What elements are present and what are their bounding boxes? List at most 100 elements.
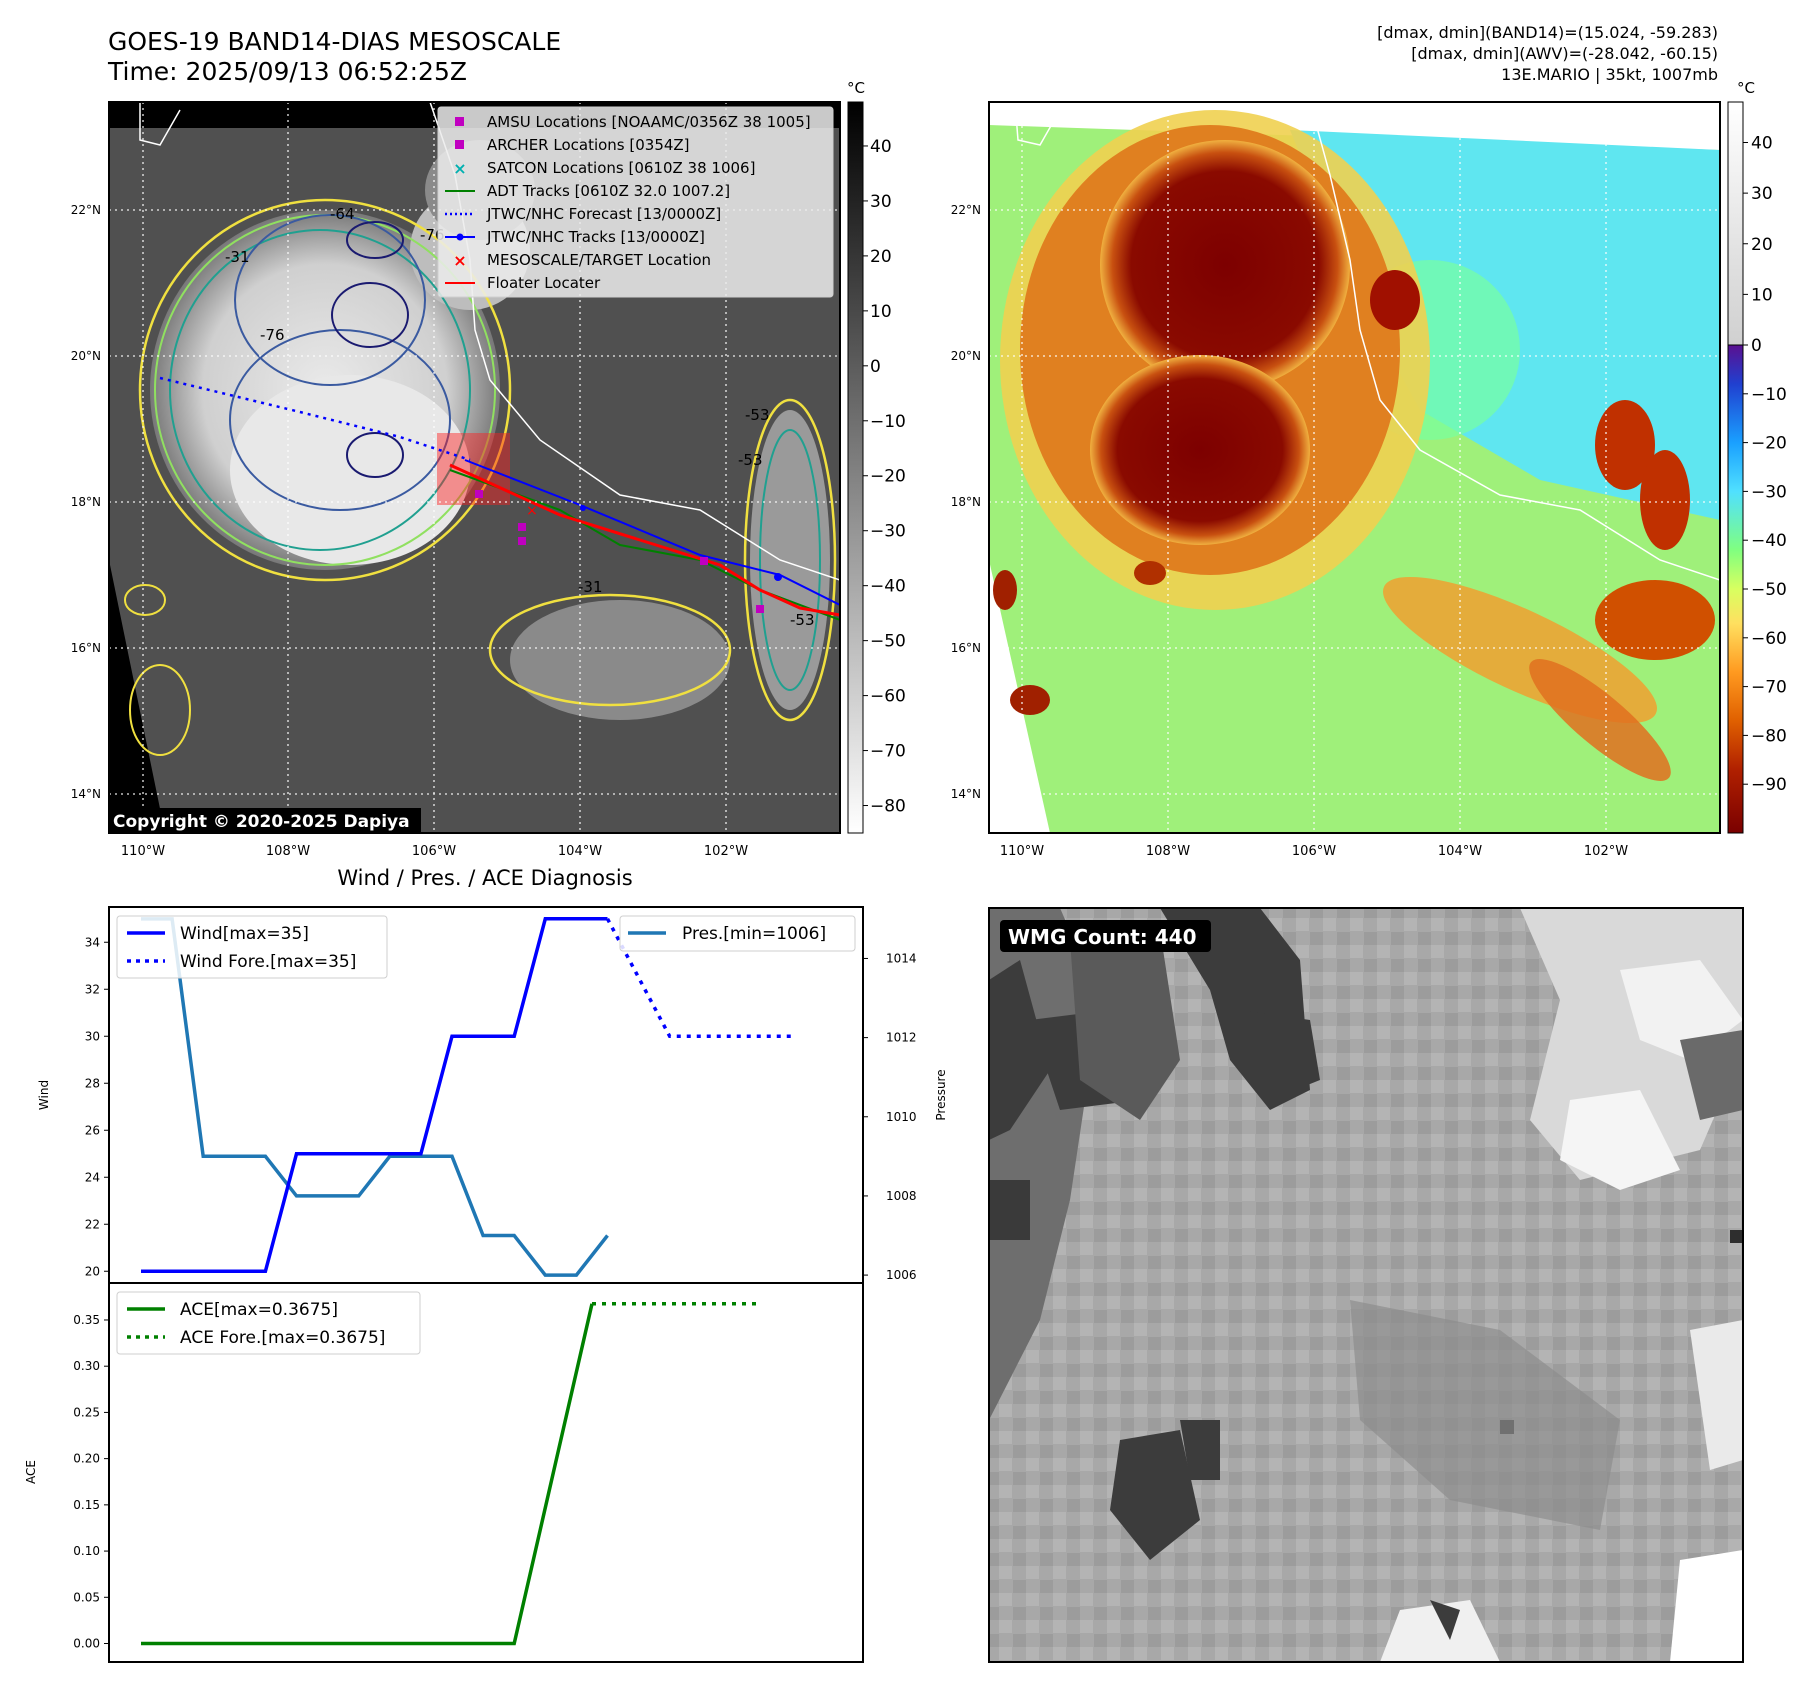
lat-label-right: 18°N — [951, 495, 981, 509]
legend-item: ARCHER Locations [0354Z] — [455, 136, 690, 154]
wind-tick-label: 30 — [85, 1029, 100, 1043]
legend-label: JTWC/NHC Tracks [13/0000Z] — [486, 228, 705, 246]
pressure-legend: Pres.[min=1006] — [619, 915, 856, 952]
lon-label-right: 104°W — [1438, 844, 1482, 859]
pressure-tick-label: 1010 — [886, 1110, 917, 1124]
colorbar-tick-label: −70 — [870, 742, 906, 762]
ace-tick-label: 0.35 — [73, 1313, 100, 1327]
contour-label: -64 — [330, 205, 355, 223]
map-axis-labels: 22°N 22°N 20°N 20°N 18°N 18°N 16°N 16°N 14°N 14°N… — [71, 203, 1628, 859]
legend-item: JTWC/NHC Tracks [13/0000Z] — [445, 228, 705, 246]
left-colorbar-unit: °C — [847, 79, 865, 97]
colorbar-tick-label: 30 — [1751, 184, 1773, 204]
pressure-axis-label: Pressure — [934, 1069, 948, 1120]
legend-item: × SATCON Locations [0610Z 38 1006] — [453, 159, 755, 178]
colorbar-tick-label: −10 — [1751, 385, 1787, 405]
colorbar-tick-label: 10 — [870, 302, 892, 322]
right-awv-map — [988, 101, 1721, 834]
lat-label-right: 20°N — [951, 349, 981, 363]
ace-tick-label: 0.20 — [73, 1452, 100, 1466]
ace-panel: 0.00 0.05 0.10 0.15 0.20 0.25 0.30 0.35 ACE ACE… — [24, 1282, 864, 1663]
right-colorbar-unit: °C — [1737, 79, 1755, 97]
wmg-count-box — [1000, 920, 1211, 952]
legend-label: AMSU Locations [NOAAMC/0356Z 38 1005] — [487, 113, 811, 131]
ace-tick-label: 0.30 — [73, 1359, 100, 1373]
legend-item: × MESOSCALE/TARGET Location — [453, 251, 711, 270]
lon-label-left: 108°W — [266, 844, 310, 859]
legend-label: SATCON Locations [0610Z 38 1006] — [487, 159, 755, 177]
colorbar-tick-label: −80 — [1751, 726, 1787, 746]
legend-label: ARCHER Locations [0354Z] — [487, 136, 690, 154]
ace-tick-label: 0.05 — [73, 1590, 100, 1604]
colorbar-tick-label: 30 — [870, 192, 892, 212]
lat-label-left: 20°N — [71, 349, 101, 363]
wind-forecast-line — [605, 917, 795, 1039]
lon-label-left: 106°W — [412, 844, 456, 859]
colorbar-tick-label: −80 — [870, 797, 906, 817]
colorbar-tick-label: −10 — [870, 412, 906, 432]
wind-tick-label: 20 — [85, 1264, 100, 1278]
colorbar-tick-label: −30 — [870, 522, 906, 542]
wind-series-line — [141, 917, 608, 1274]
lat-label-right: 22°N — [951, 203, 981, 217]
legend-marker-x: × — [453, 159, 466, 178]
legend-ace: ACE[max=0.3675] — [180, 1300, 338, 1320]
wind-tick-label: 26 — [85, 1123, 100, 1137]
ace-tick-label: 0.25 — [73, 1405, 100, 1419]
legend-label: Floater Locater — [487, 274, 601, 292]
lon-label-right: 108°W — [1146, 844, 1190, 859]
lon-label-right: 106°W — [1292, 844, 1336, 859]
lat-label-right: 14°N — [951, 787, 981, 801]
contour-label: -53 — [790, 611, 815, 629]
contour-label: -31 — [225, 248, 250, 266]
lon-label-right: 110°W — [1000, 844, 1044, 859]
wind-tick-label: 24 — [85, 1170, 100, 1184]
wmg-count: WMG Count: 440 — [1008, 925, 1197, 949]
lat-label-left: 16°N — [71, 641, 101, 655]
pressure-tick-label: 1006 — [886, 1268, 917, 1282]
lat-label-left: 18°N — [71, 495, 101, 509]
wmg-panel: WMG Count: 440 — [988, 907, 1744, 1663]
colorbar-tick-label: 0 — [870, 357, 881, 377]
legend-wind-forecast: Wind Fore.[max=35] — [180, 952, 356, 972]
colorbar-tick-label: 40 — [1751, 134, 1773, 154]
colorbar-tick-label: −90 — [1751, 775, 1787, 795]
legend-item: Floater Locater — [445, 274, 601, 292]
lon-label-left: 102°W — [704, 844, 748, 859]
wind-tick-label: 22 — [85, 1217, 100, 1231]
colorbar-tick-label: 20 — [870, 247, 892, 267]
info-band14: [dmax, dmin](BAND14)=(15.024, -59.283) — [1377, 23, 1718, 42]
lat-label-left: 22°N — [71, 203, 101, 217]
contour-label: -53 — [738, 451, 763, 469]
colorbar-tick-label: −20 — [870, 467, 906, 487]
ace-tick-label: 0.10 — [73, 1544, 100, 1558]
pressure-tick-label: 1012 — [886, 1031, 917, 1045]
pressure-tick-label: 1008 — [886, 1189, 917, 1203]
wind-axis-label: Wind — [37, 1080, 51, 1110]
legend-marker-square — [455, 140, 464, 149]
pressure-series-line — [141, 917, 609, 1277]
contour-label: -31 — [578, 578, 603, 596]
colorbar-tick-label: 20 — [1751, 235, 1773, 255]
colorbar-tick-label: −40 — [870, 577, 906, 597]
left-ir-map: × -64 -76 -76 -31 -53 -31 — [108, 101, 841, 834]
ace-axis-label: ACE — [24, 1460, 38, 1484]
colorbar-tick-label: −50 — [870, 632, 906, 652]
svg-text:×: × — [526, 503, 538, 519]
info-storm: 13E.MARIO | 35kt, 1007mb — [1501, 65, 1718, 84]
colorbar-tick-label: −70 — [1751, 678, 1787, 698]
right-colorbar: °C 40 30 20 10 0 −10 −20 −30 −40 −50 −60 −70 −80 −90 — [1727, 79, 1787, 834]
colorbar-tick-label: −40 — [1751, 531, 1787, 551]
colorbar-tick-label: 40 — [870, 137, 892, 157]
legend-item: ADT Tracks [0610Z 32.0 1007.2] — [445, 182, 730, 200]
colorbar-tick-label: −60 — [870, 687, 906, 707]
copyright-box — [109, 808, 421, 833]
contour-label: -76 — [260, 326, 285, 344]
lat-label-right: 16°N — [951, 641, 981, 655]
ace-legend: ACE[max=0.3675] ACE Fore.[max=0.3675] — [116, 1291, 421, 1355]
wind-tick-label: 32 — [85, 982, 100, 996]
legend-wind: Wind[max=35] — [180, 924, 309, 944]
ace-tick-label: 0.00 — [73, 1637, 100, 1651]
left-colorbar: °C 40 30 20 10 0 −10 −20 −30 −40 −50 −60 −70 −80 — [847, 79, 906, 834]
